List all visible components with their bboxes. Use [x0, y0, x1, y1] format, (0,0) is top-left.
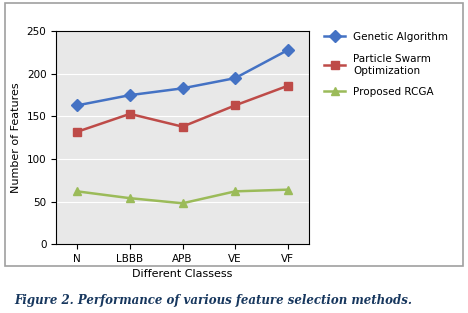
- Legend: Genetic Algorithm, Particle Swarm
Optimization, Proposed RCGA: Genetic Algorithm, Particle Swarm Optimi…: [324, 32, 448, 97]
- Text: Figure 2. Performance of various feature selection methods.: Figure 2. Performance of various feature…: [14, 294, 412, 307]
- Y-axis label: Number of Features: Number of Features: [11, 82, 21, 193]
- X-axis label: Different Classess: Different Classess: [132, 269, 233, 280]
